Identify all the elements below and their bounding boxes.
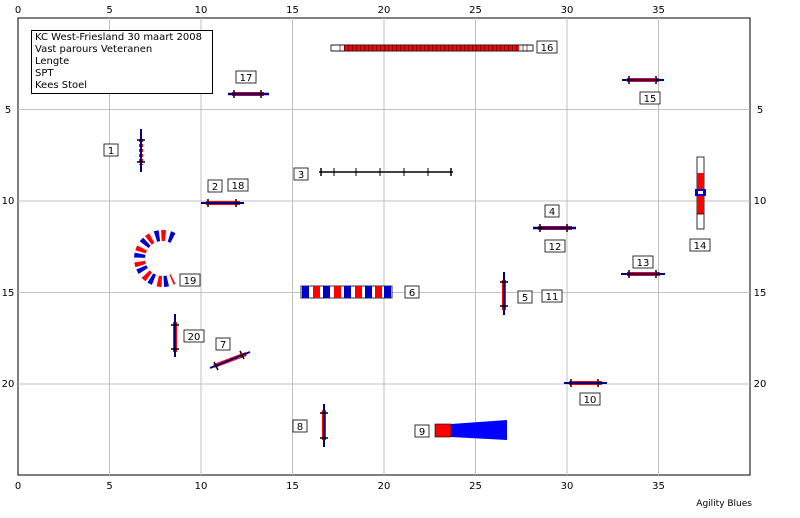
label-18: 18 (232, 181, 245, 192)
label-6: 6 (409, 288, 415, 299)
x-tick-bottom: 5 (106, 481, 112, 492)
club-date-text: KC West-Friesland 30 maart 2008 (35, 32, 202, 43)
y-tick-right: 20 (754, 379, 767, 390)
label-5: 5 (522, 293, 528, 304)
label-3: 3 (298, 170, 304, 181)
obstacle-20-jump (171, 314, 179, 357)
obstacle-10-jump (564, 379, 607, 387)
y-tick-left: 15 (2, 288, 15, 299)
obstacle-6-tunnel (300, 285, 393, 299)
label-11: 11 (546, 292, 559, 303)
label-15: 15 (644, 94, 657, 105)
axis-labels: 0 5 10 15 20 25 30 35 0 5 10 15 20 25 30… (2, 5, 767, 492)
label-2: 2 (212, 182, 218, 193)
x-tick-bottom: 15 (286, 481, 299, 492)
x-tick-top: 35 (652, 5, 665, 16)
x-tick-bottom: 30 (561, 481, 574, 492)
obstacle-2-18-jump (201, 199, 244, 207)
y-tick-right: 5 (757, 105, 763, 116)
x-tick-top: 5 (106, 5, 112, 16)
x-tick-top: 10 (195, 5, 208, 16)
obstacle-1-jump (137, 129, 145, 172)
obstacle-9-chute (434, 420, 507, 440)
label-12: 12 (549, 242, 562, 253)
label-1: 1 (108, 146, 114, 157)
x-tick-bottom: 0 (15, 481, 21, 492)
y-tick-right: 15 (754, 288, 767, 299)
obstacle-15-jump (622, 76, 664, 84)
course-info-box: KC West-Friesland 30 maart 2008 Vast par… (31, 30, 213, 94)
label-20: 20 (188, 332, 201, 343)
label-10: 10 (584, 395, 597, 406)
label-8: 8 (297, 422, 303, 433)
obstacle-8-jump (320, 404, 328, 447)
label-16: 16 (541, 43, 554, 54)
class-text: Vast parours Veteranen (35, 44, 153, 55)
obstacle-7-jump (209, 350, 251, 371)
x-tick-bottom: 10 (195, 481, 208, 492)
y-tick-left: 20 (2, 379, 15, 390)
x-tick-bottom: 20 (378, 481, 391, 492)
y-tick-left: 10 (2, 196, 15, 207)
credit-text: Agility Blues (696, 499, 752, 509)
obstacle-13-jump (621, 270, 665, 278)
x-tick-bottom: 35 (652, 481, 665, 492)
obstacle-16-rail (330, 44, 534, 52)
label-17: 17 (240, 73, 253, 84)
obstacle-14-seesaw (695, 156, 706, 230)
label-19: 19 (184, 276, 197, 287)
x-tick-top: 15 (286, 5, 299, 16)
label-4: 4 (549, 207, 555, 218)
number-labels: 1 2 3 4 5 6 7 8 9 10 11 12 13 (103, 40, 711, 438)
extra-text: SPT (35, 68, 54, 79)
label-13: 13 (637, 258, 650, 269)
obstacle-5-11-jump (500, 272, 508, 315)
label-14: 14 (694, 241, 707, 252)
judge-text: Kees Stoel (35, 80, 88, 91)
label-9: 9 (419, 427, 425, 438)
y-tick-right: 10 (754, 196, 767, 207)
obstacle-3-walk (319, 168, 453, 176)
x-tick-top: 30 (561, 5, 574, 16)
obstacle-17-jump (228, 90, 269, 98)
y-tick-left: 5 (5, 105, 11, 116)
obstacle-4-12-jump (533, 224, 576, 232)
x-tick-bottom: 25 (469, 481, 482, 492)
size-text: Lengte (35, 56, 70, 67)
x-tick-top: 25 (469, 5, 482, 16)
label-7: 7 (220, 340, 226, 351)
x-tick-top: 20 (378, 5, 391, 16)
x-tick-top: 0 (15, 5, 21, 16)
obstacle-19-curved-tunnel (134, 230, 176, 287)
